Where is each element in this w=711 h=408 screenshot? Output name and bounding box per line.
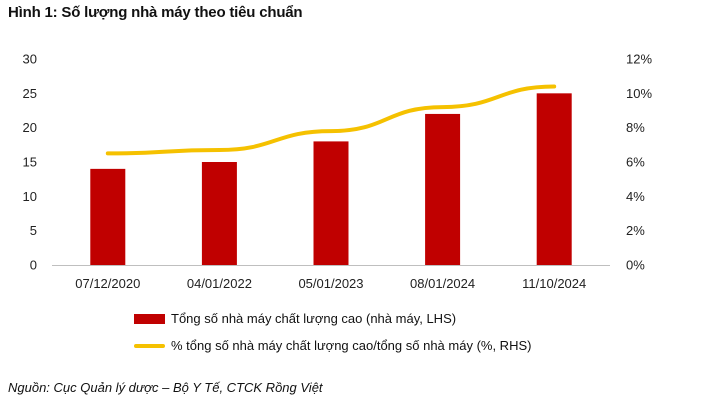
y-left-tick-label: 30	[23, 52, 37, 67]
x-tick-label: 05/01/2023	[298, 276, 363, 291]
y-right-tick-label: 6%	[626, 155, 645, 170]
bar-series	[90, 93, 572, 265]
y-left-tick-label: 5	[30, 223, 37, 238]
line-series	[105, 84, 557, 156]
y-right-tick-label: 0%	[626, 258, 645, 273]
bar	[536, 93, 572, 265]
y-axis-left: 0 5 10 15 20 25 30	[23, 52, 37, 273]
y-right-tick-label: 8%	[626, 120, 645, 135]
legend-bar-swatch	[134, 313, 165, 324]
x-tick-label: 07/12/2020	[75, 276, 140, 291]
legend-item-line: % tổng số nhà máy chất lượng cao/tổng số…	[134, 338, 531, 353]
bar	[425, 113, 461, 265]
source-note: Nguồn: Cục Quản lý dược – Bộ Y Tế, CTCK …	[8, 380, 323, 395]
bar	[201, 162, 237, 265]
y-right-tick-label: 12%	[626, 52, 652, 67]
y-right-tick-label: 4%	[626, 189, 645, 204]
bar	[313, 141, 349, 265]
x-tick-label: 08/01/2024	[410, 276, 475, 291]
x-tick-label: 11/10/2024	[522, 276, 586, 291]
y-left-tick-label: 25	[23, 86, 37, 101]
x-axis-labels: 07/12/2020 04/01/2022 05/01/2023 08/01/2024…	[75, 276, 586, 291]
legend-line-label: % tổng số nhà máy chất lượng cao/tổng số…	[171, 338, 532, 353]
y-right-tick-label: 10%	[626, 86, 652, 101]
legend-item-bars: Tổng số nhà máy chất lượng cao (nhà máy,…	[134, 311, 456, 326]
legend-bar-label: Tổng số nhà máy chất lượng cao (nhà máy,…	[171, 311, 457, 326]
y-left-tick-label: 10	[23, 189, 37, 204]
x-tick-label: 04/01/2022	[187, 276, 252, 291]
y-left-tick-label: 20	[23, 120, 37, 135]
chart-plot: 0 5 10 15 20 25 30 0% 2% 4% 6% 8% 10% 12% 07/12/2020…	[23, 52, 653, 292]
y-right-tick-label: 2%	[626, 223, 645, 238]
y-left-tick-label: 0	[30, 258, 37, 273]
y-left-tick-label: 15	[23, 155, 37, 170]
bar	[90, 168, 126, 265]
chart-title: Hình 1: Số lượng nhà máy theo tiêu chuẩn	[8, 4, 303, 21]
y-axis-right: 0% 2% 4% 6% 8% 10% 12%	[626, 52, 652, 273]
legend-line-swatch	[134, 343, 165, 348]
